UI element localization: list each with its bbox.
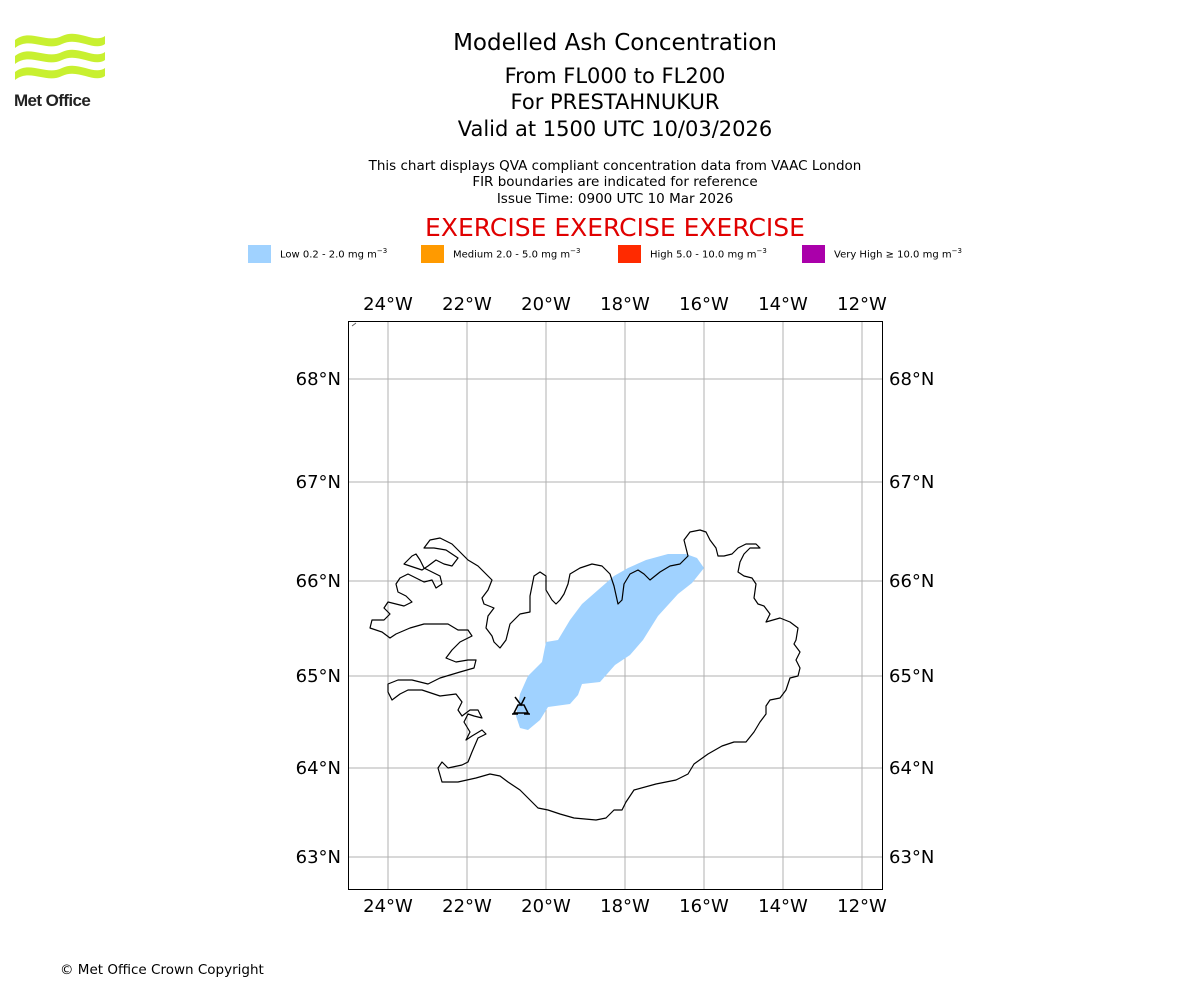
lat-label: 65°N	[889, 666, 934, 687]
legend-item-very-high: Very High ≥ 10.0 mg m−3	[802, 244, 962, 264]
lat-labels-left: 68°N 67°N 66°N 65°N 64°N 63°N	[296, 369, 341, 868]
fir-note: FIR boundaries are indicated for referen…	[472, 174, 758, 190]
lon-label: 14°W	[758, 896, 808, 917]
flight-level-range: From FL000 to FL200	[504, 64, 726, 88]
lon-label: 12°W	[837, 294, 887, 315]
volcano-marker-icon	[512, 696, 530, 715]
copyright: © Met Office Crown Copyright	[60, 962, 264, 978]
legend-label-low: Low 0.2 - 2.0 mg m	[280, 249, 377, 261]
legend-swatch-low	[248, 245, 271, 263]
volcano-name: For PRESTAHNUKUR	[510, 90, 720, 114]
met-office-wave-icon	[15, 33, 105, 80]
legend-item-medium: Medium 2.0 - 5.0 mg m−3	[421, 244, 580, 264]
legend-label-medium: Medium 2.0 - 5.0 mg m	[453, 249, 571, 261]
map-artifact-mark	[351, 322, 357, 327]
legend-item-low: Low 0.2 - 2.0 mg m−3	[248, 244, 387, 264]
ash-cloud-low	[516, 554, 704, 730]
volcano-cone	[512, 704, 530, 714]
lon-label: 16°W	[679, 294, 729, 315]
valid-time: Valid at 1500 UTC 10/03/2026	[457, 117, 773, 141]
lat-label: 65°N	[296, 666, 341, 687]
chart-title: Modelled Ash Concentration	[453, 30, 777, 56]
lon-label: 16°W	[679, 896, 729, 917]
map-frame	[348, 321, 883, 890]
lon-labels-bottom: 24°W 22°W 20°W 18°W 16°W 14°W 12°W	[363, 896, 887, 917]
legend-unit-exp: −3	[570, 247, 581, 256]
lon-label: 24°W	[363, 294, 413, 315]
legend-label-very-high: Very High ≥ 10.0 mg m	[834, 249, 952, 261]
lon-label: 22°W	[442, 896, 492, 917]
lon-label: 20°W	[521, 294, 571, 315]
lon-label: 20°W	[521, 896, 571, 917]
lon-label: 24°W	[363, 896, 413, 917]
legend-label-high: High 5.0 - 10.0 mg m	[650, 249, 757, 261]
issue-time: Issue Time: 0900 UTC 10 Mar 2026	[496, 191, 734, 207]
lat-label: 68°N	[889, 369, 934, 390]
legend-unit-exp: −3	[756, 247, 767, 256]
legend-unit-exp: −3	[376, 247, 388, 256]
met-office-logo	[14, 30, 110, 90]
lon-label: 18°W	[600, 294, 650, 315]
lat-label: 64°N	[296, 758, 341, 779]
exercise-banner: EXERCISE EXERCISE EXERCISE	[425, 213, 805, 242]
lon-label: 18°W	[600, 896, 650, 917]
lat-label: 67°N	[296, 472, 341, 493]
lat-label: 63°N	[296, 847, 341, 868]
legend-swatch-medium	[421, 245, 444, 263]
iceland-coastline	[369, 529, 801, 821]
lat-label: 63°N	[889, 847, 934, 868]
legend-swatch-high	[618, 245, 641, 263]
lat-label: 66°N	[889, 571, 934, 592]
legend-unit-exp: −3	[951, 247, 962, 256]
legend-item-high: High 5.0 - 10.0 mg m−3	[618, 244, 767, 264]
met-office-logo-text: Met Office	[14, 91, 91, 110]
lon-label: 12°W	[837, 896, 887, 917]
legend-swatch-very-high	[802, 245, 825, 263]
lat-label: 68°N	[296, 369, 341, 390]
lon-labels-top: 24°W 22°W 20°W 18°W 16°W 14°W 12°W	[363, 294, 887, 315]
lon-label: 22°W	[442, 294, 492, 315]
lat-label: 67°N	[889, 472, 934, 493]
qva-note: This chart displays QVA compliant concen…	[368, 158, 862, 174]
lon-label: 14°W	[758, 294, 808, 315]
lat-labels-right: 68°N 67°N 66°N 65°N 64°N 63°N	[889, 369, 934, 868]
lat-label: 64°N	[889, 758, 934, 779]
lat-label: 66°N	[296, 571, 341, 592]
